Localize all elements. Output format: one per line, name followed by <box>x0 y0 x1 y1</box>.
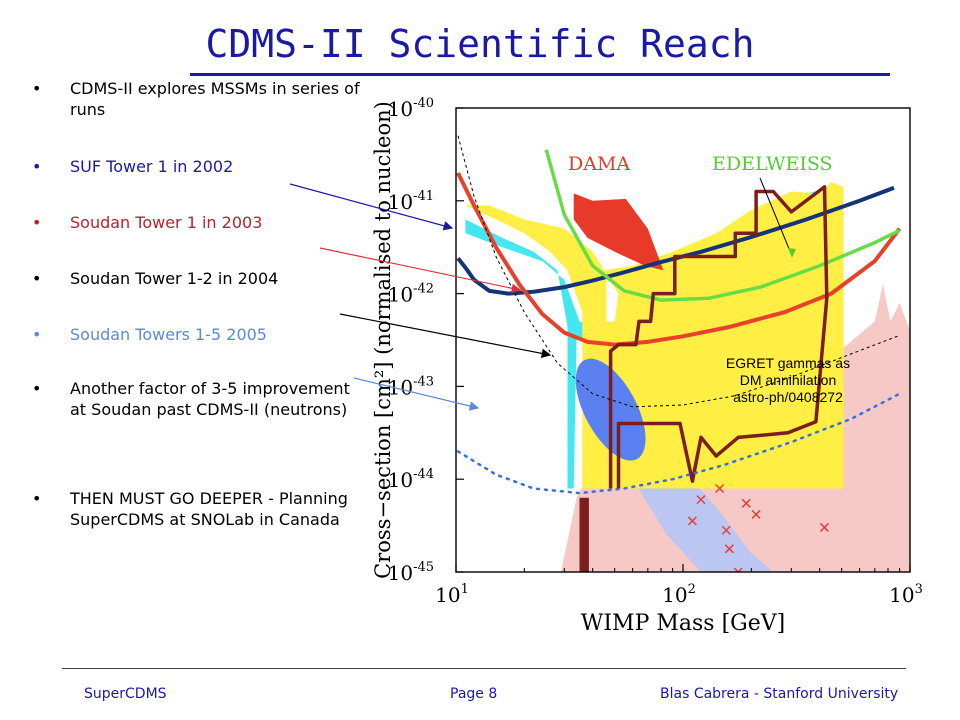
x-tick-label: 102 <box>662 582 696 607</box>
region-gap <box>606 275 619 322</box>
arrow-soudan-2005 <box>353 377 480 411</box>
arrow-suf <box>289 183 454 231</box>
theory-point-marker <box>715 483 725 494</box>
egret-label-line: astro-ph/0408272 <box>733 389 843 405</box>
bullet-dot: • <box>32 157 42 176</box>
bullet-text: Soudan Tower 1-2 in 2004 <box>70 269 279 288</box>
x-axis-label: WIMP Mass [GeV] <box>581 611 786 636</box>
x-tick-label: 101 <box>435 582 469 607</box>
y-tick-label: 10-44 <box>388 467 434 492</box>
bullet-text: SUF Tower 1 in 2002 <box>70 157 234 176</box>
theory-point-marker <box>696 495 706 505</box>
bullet-text: Another factor of 3-5 improvement at Sou… <box>70 379 350 419</box>
y-axis-label: Cross−section [cm²] (normalised to nucle… <box>371 101 395 579</box>
bullet-dot: • <box>32 269 42 288</box>
series-guide <box>457 135 900 408</box>
bullet-text: CDMS-II explores MSSMs in series of runs <box>70 79 360 119</box>
bullet-dot: • <box>32 379 42 398</box>
edelweiss-label: EDELWEISS <box>712 153 833 175</box>
dama-region <box>573 193 664 271</box>
bullet-text: THEN MUST GO DEEPER - Planning SuperCDMS… <box>70 489 348 529</box>
low-mass-bar <box>579 497 589 572</box>
page-title: CDMS-II Scientific Reach <box>205 22 755 66</box>
series-edelweiss <box>544 149 901 302</box>
footer-page: Page 8 <box>450 686 498 702</box>
bullet-dot: • <box>32 489 42 508</box>
y-tick-label: 10-41 <box>388 189 434 214</box>
x-tick-label: 103 <box>889 582 923 607</box>
arrow-soudan-2004 <box>339 313 552 359</box>
arrow-soudan-2003 <box>319 247 522 293</box>
theory-point-marker <box>687 516 697 526</box>
bullet-dot: • <box>32 79 42 98</box>
theory-point-marker <box>741 498 751 508</box>
yellow-region <box>465 182 844 489</box>
footer-divider <box>62 668 906 669</box>
y-tick-label: 10-45 <box>388 560 434 585</box>
egret-label-line: DM annihilation <box>740 372 837 388</box>
theory-point-marker <box>724 544 734 554</box>
dama-label: DAMA <box>568 153 630 175</box>
series-soudan2004 <box>608 185 829 489</box>
theory-point-marker <box>819 522 830 532</box>
y-tick-label: 10-40 <box>388 96 434 121</box>
edelweiss-arrowhead <box>788 248 796 258</box>
y-tick-label: 10-43 <box>388 374 434 399</box>
y-tick-label: 10-42 <box>388 282 434 307</box>
series-suf <box>456 185 895 296</box>
edelweiss-pointer <box>759 177 793 257</box>
footer-left: SuperCDMS <box>84 686 167 702</box>
bullet-dot: • <box>32 325 42 344</box>
egret-label-line: EGRET gammas as <box>726 355 850 371</box>
series-projection <box>456 392 901 495</box>
bullet-text: Soudan Towers 1-5 2005 <box>70 325 267 344</box>
series-soudan2003 <box>456 172 902 347</box>
theory-point-marker <box>721 525 731 535</box>
theory-point-marker <box>751 509 761 519</box>
title-underline <box>190 73 890 76</box>
bullet-text: Soudan Tower 1 in 2003 <box>70 213 263 232</box>
theory-point-marker <box>733 567 743 572</box>
bullet-dot: • <box>32 213 42 232</box>
footer-author: Blas Cabrera - Stanford University <box>660 686 899 702</box>
